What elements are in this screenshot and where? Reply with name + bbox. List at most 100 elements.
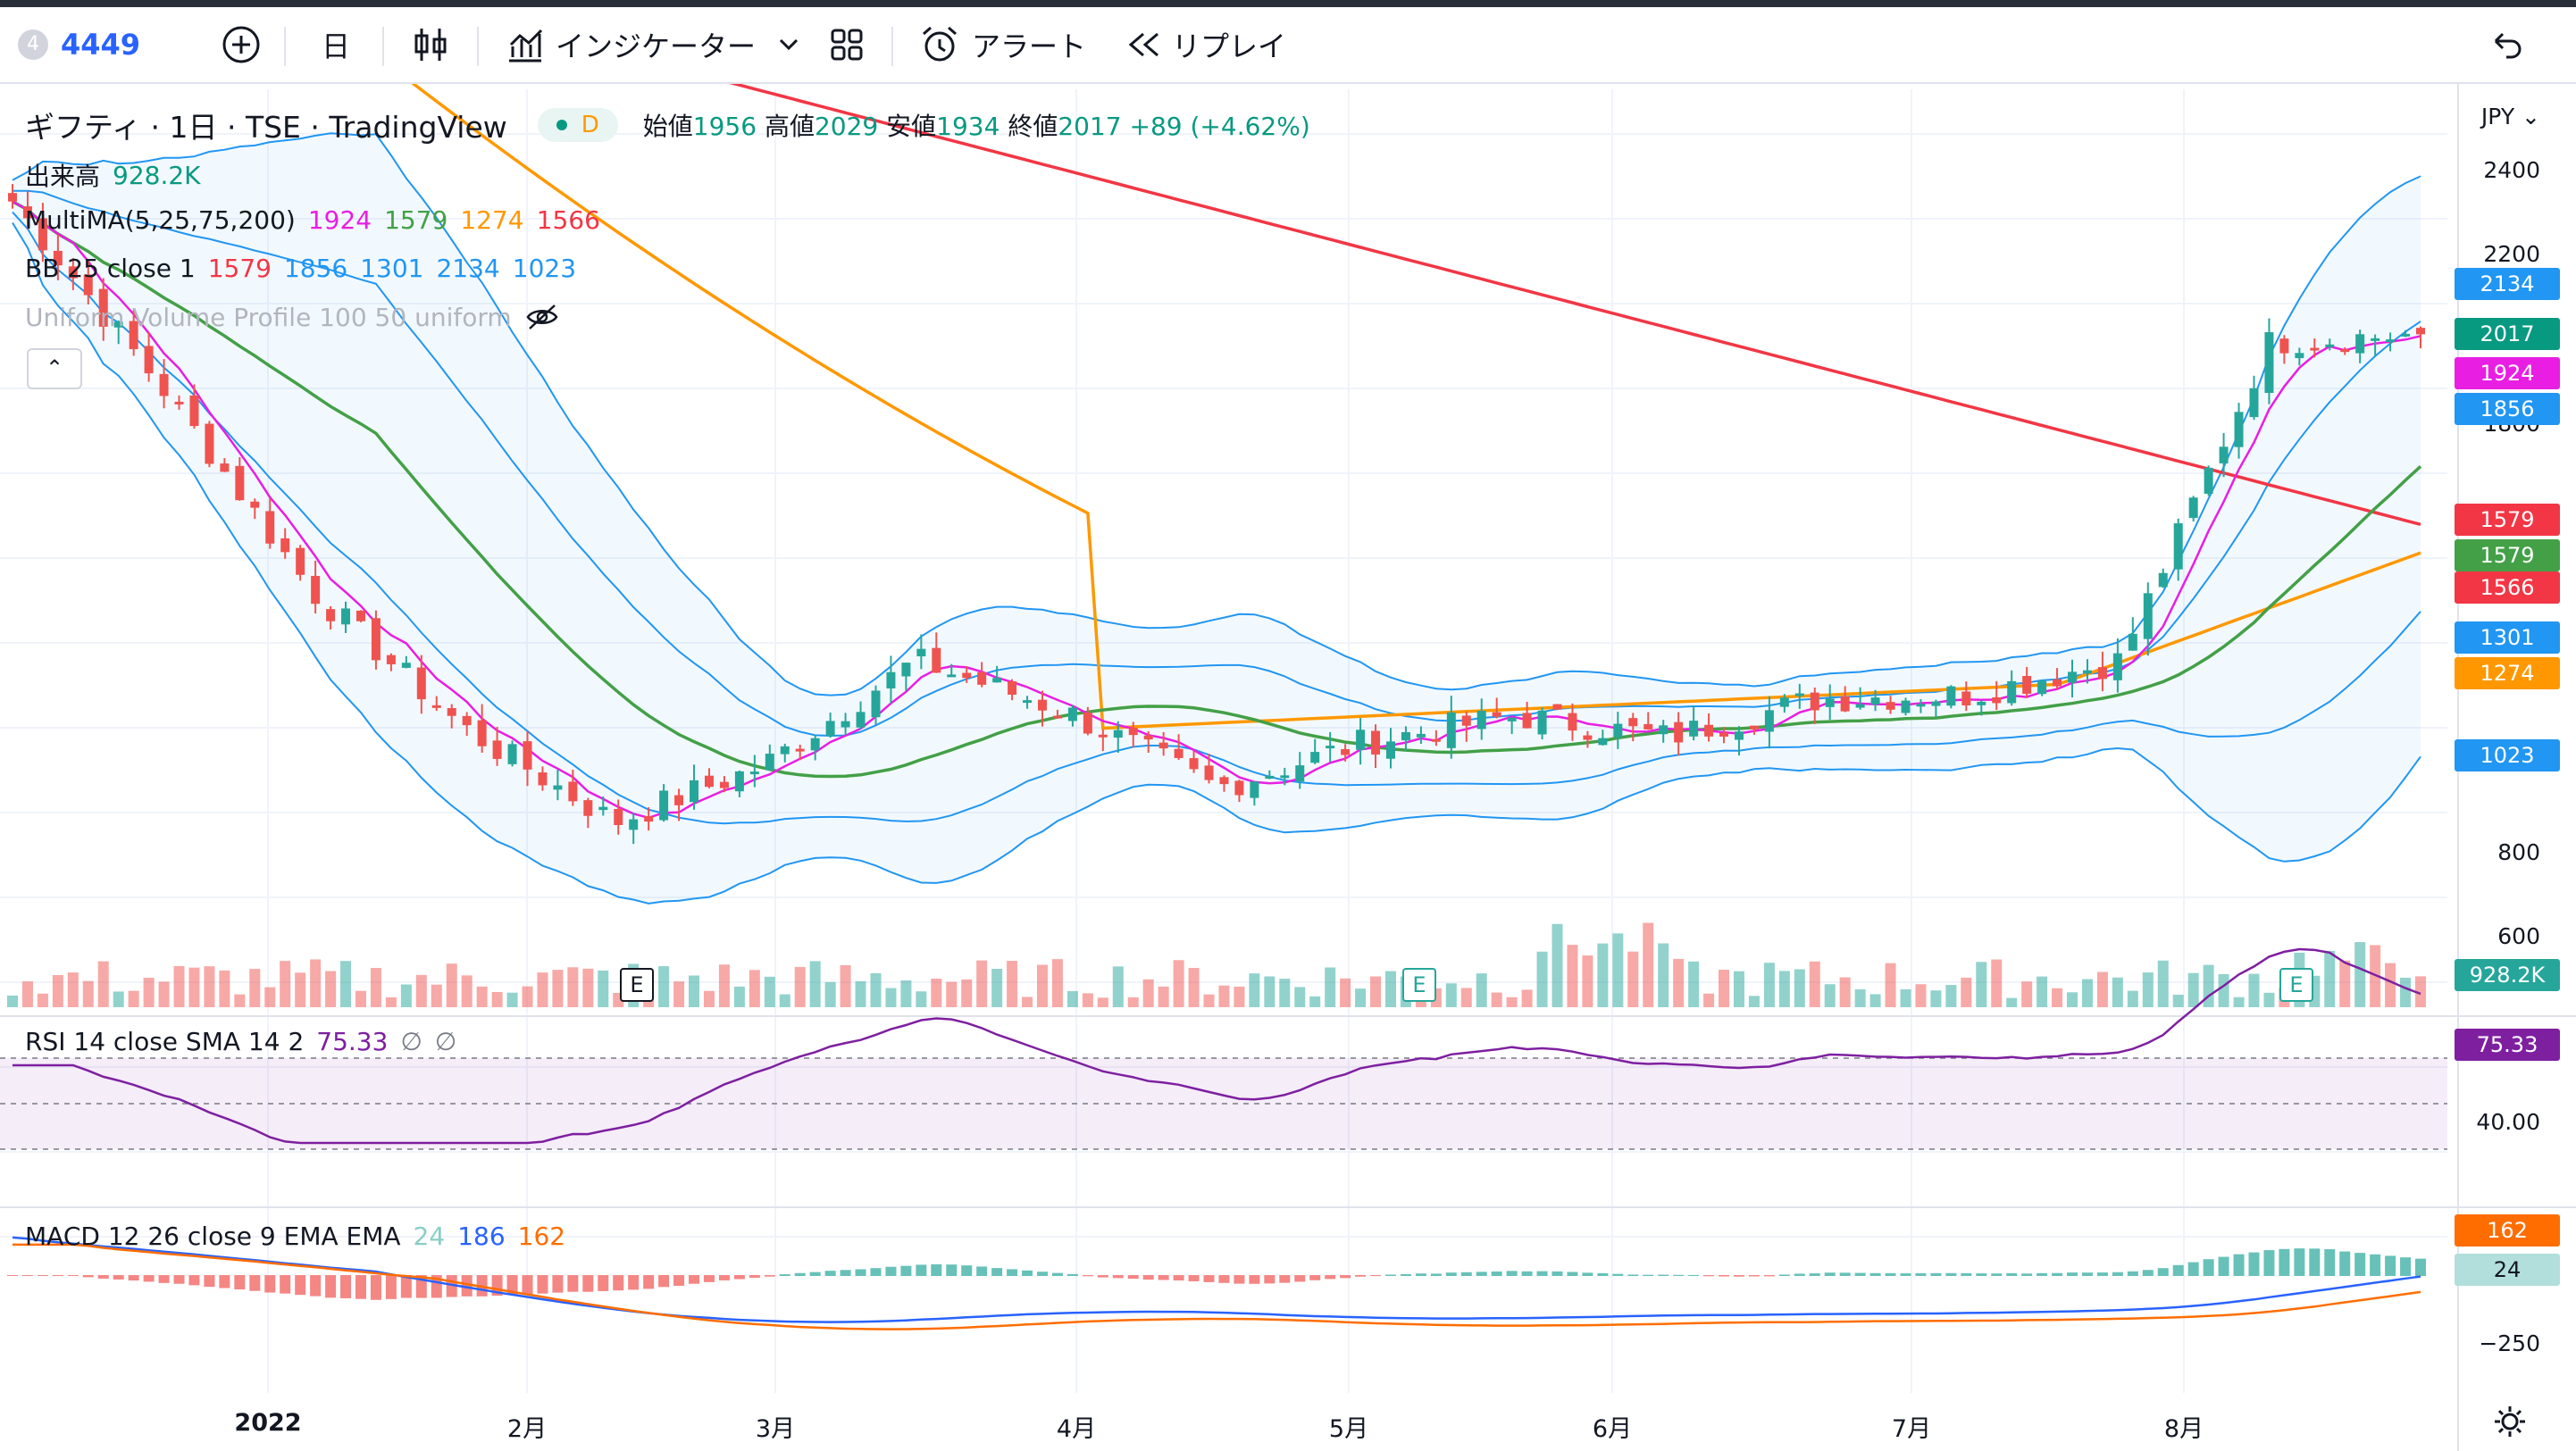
volume-bar xyxy=(1234,986,1245,1007)
macd-histogram-bar xyxy=(1688,1274,1700,1276)
candle-body xyxy=(977,671,987,685)
earnings-marker[interactable]: E xyxy=(1402,968,1436,1002)
macd-histogram-bar xyxy=(1658,1274,1669,1276)
candle-body xyxy=(674,795,684,805)
candle-body xyxy=(1067,707,1077,721)
candle-body xyxy=(507,744,517,764)
candle-body xyxy=(492,740,502,759)
chart-type-button[interactable] xyxy=(413,14,448,75)
candle-body xyxy=(22,206,32,219)
macd-histogram-bar xyxy=(718,1275,730,1280)
macd-histogram-bar xyxy=(2187,1262,2199,1276)
volume-bar xyxy=(97,961,109,1007)
volume-bar xyxy=(2067,992,2078,1007)
volume-bar xyxy=(461,975,473,1007)
candle-body xyxy=(2234,412,2244,447)
candle-body xyxy=(780,746,790,755)
macd-histogram-bar xyxy=(1460,1272,1472,1276)
volume-bar xyxy=(885,988,897,1007)
macd-histogram-bar xyxy=(1249,1275,1260,1284)
candle-body xyxy=(1583,735,1593,740)
candle-body xyxy=(2022,676,2032,694)
chart-title: ギフティ · 1日 · TSE · TradingView xyxy=(25,110,507,145)
market-status-badge[interactable]: D xyxy=(537,108,618,142)
macd-histogram-bar xyxy=(2127,1271,2138,1276)
candle-body xyxy=(1568,713,1577,731)
bb-band-line xyxy=(13,189,2421,738)
macd-histogram-bar xyxy=(2006,1272,2018,1276)
legend-collapse-button[interactable]: ⌃ xyxy=(27,348,82,389)
macd-histogram-bar xyxy=(2096,1272,2108,1276)
undo-button[interactable] xyxy=(2485,14,2524,75)
candle-body xyxy=(2097,667,2107,680)
volume-bar xyxy=(1915,984,1927,1007)
volume-bar xyxy=(415,974,427,1007)
replay-button[interactable]: リプレイ xyxy=(1124,14,1286,75)
macd-histogram-bar xyxy=(1854,1272,1866,1276)
macd-histogram-bar xyxy=(2294,1248,2305,1276)
macd-histogram-bar xyxy=(976,1266,988,1276)
volume-bar xyxy=(824,981,836,1007)
volume-bar xyxy=(52,974,63,1007)
compare-add-button[interactable] xyxy=(222,14,261,75)
volume-bar xyxy=(749,970,760,1007)
price-chart-canvas[interactable] xyxy=(0,84,2576,1451)
volume-bar xyxy=(764,976,775,1007)
volume-bar xyxy=(658,966,670,1007)
macd-histogram-bar xyxy=(1445,1272,1457,1276)
volume-bar xyxy=(961,979,973,1007)
earnings-marker[interactable]: E xyxy=(2279,968,2313,1002)
symbol-text: 4449 xyxy=(61,28,141,62)
high-label: 高値 xyxy=(764,112,815,141)
candle-body xyxy=(1204,765,1214,780)
candle-body xyxy=(901,663,911,677)
candle-body xyxy=(614,809,623,825)
candle-body xyxy=(1431,738,1441,742)
candle-body xyxy=(1598,738,1608,746)
chart-area[interactable]: ギフティ · 1日 · TSE · TradingView D 始値1956 高… xyxy=(0,84,2576,1451)
plus-circle-icon xyxy=(222,26,260,63)
interval-button[interactable]: 日 xyxy=(322,14,350,75)
symbol-search[interactable]: 4 4449 xyxy=(18,14,140,75)
macd-histogram-bar xyxy=(1491,1271,1502,1276)
macd-histogram-bar xyxy=(582,1275,594,1292)
volume-bar xyxy=(82,980,94,1007)
volume-bar xyxy=(1203,994,1215,1007)
candle-body xyxy=(189,395,199,427)
candle-body xyxy=(1689,721,1699,737)
candle-body xyxy=(129,321,138,350)
currency-selector[interactable]: JPY ⌄ xyxy=(2480,104,2540,129)
vp-legend: Uniform Volume Profile 100 50 uniform xyxy=(25,302,560,332)
candle-body xyxy=(1794,693,1804,696)
macd-histogram-bar xyxy=(567,1275,579,1292)
macd-histogram-bar xyxy=(885,1266,897,1276)
macd-histogram-bar xyxy=(2112,1272,2123,1276)
macd-histogram-bar xyxy=(1127,1275,1139,1280)
macd-histogram-bar xyxy=(1218,1275,1230,1283)
macd-histogram-bar xyxy=(1173,1275,1184,1281)
earnings-marker[interactable]: E xyxy=(620,968,654,1002)
volume-bar xyxy=(37,993,48,1007)
candle-body xyxy=(401,663,411,668)
macd-histogram-bar xyxy=(1051,1272,1063,1276)
indicators-button[interactable]: インジケーター xyxy=(506,14,802,75)
ma75-value: 1274 xyxy=(460,205,524,235)
macd-histogram-bar xyxy=(1066,1273,1078,1276)
macd-histogram-bar xyxy=(97,1275,109,1279)
alert-button[interactable]: アラート xyxy=(918,14,1086,75)
macd-histogram-bar xyxy=(1022,1270,1033,1276)
macd-histogram-bar xyxy=(370,1275,381,1300)
close-value: 2017 xyxy=(1058,112,1122,141)
label-ma5: 1924 xyxy=(2455,357,2560,389)
volume-bar xyxy=(1279,979,1291,1007)
layouts-button[interactable] xyxy=(827,14,866,75)
volume-bar xyxy=(1627,951,1639,1007)
rsi-label: RSI 14 close SMA 14 2 xyxy=(25,1027,305,1056)
volume-bar xyxy=(2006,997,2018,1007)
candle-body xyxy=(962,672,972,679)
candle-body xyxy=(2037,680,2047,695)
eye-hidden-icon[interactable] xyxy=(524,302,560,332)
macd-histogram-bar xyxy=(2415,1258,2426,1276)
gear-icon[interactable] xyxy=(2492,1404,2528,1439)
ma5-line xyxy=(12,200,2421,820)
